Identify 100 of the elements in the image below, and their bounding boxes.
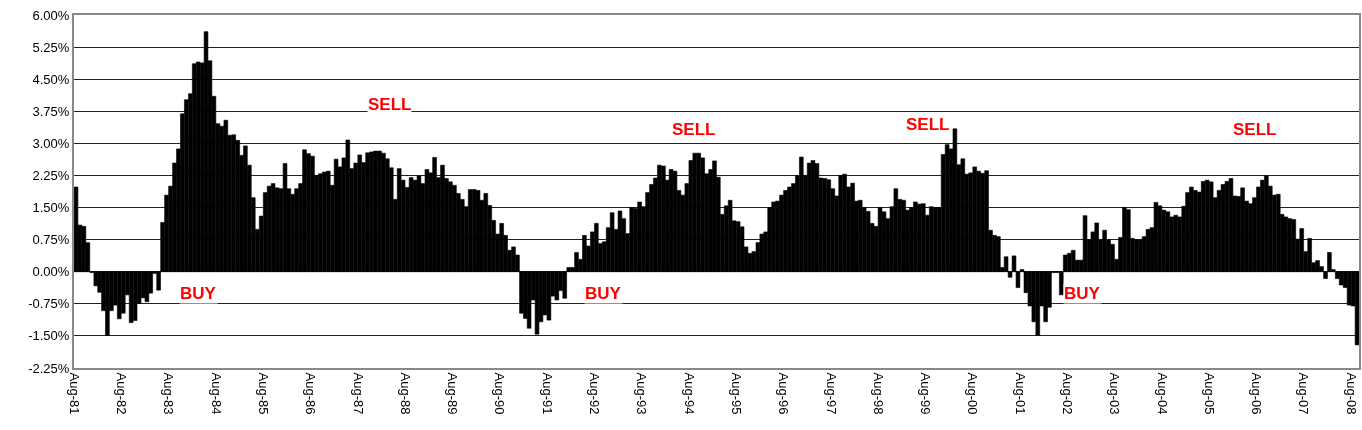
bar (980, 173, 985, 273)
bar (1220, 184, 1226, 273)
x-tick-label: Aug-06 (1249, 372, 1265, 415)
bar (783, 190, 788, 273)
bar (377, 150, 382, 273)
bar (727, 199, 733, 273)
annotation: SELL (1233, 120, 1277, 139)
bar (511, 246, 516, 273)
bar (203, 31, 209, 273)
bar (1173, 214, 1178, 273)
bar (1228, 178, 1234, 273)
x-tick-label: Aug-05 (1201, 372, 1217, 415)
bar (554, 271, 560, 301)
bar (1264, 175, 1269, 273)
bar (637, 201, 642, 273)
bar (81, 226, 87, 273)
bar (318, 173, 323, 273)
bar (132, 271, 138, 321)
x-tick-label: Aug-89 (445, 372, 461, 415)
annotation: BUY (1064, 284, 1101, 303)
bar (1276, 193, 1281, 273)
x-tick-label: Aug-98 (870, 372, 886, 415)
bar (117, 271, 122, 320)
bar (231, 134, 236, 273)
bar (594, 223, 599, 273)
annotation: SELL (906, 115, 950, 134)
y-tick-label: 3.75% (32, 103, 70, 119)
bar (499, 223, 504, 273)
bar (1240, 187, 1245, 273)
bar (302, 149, 307, 273)
x-tick-label: Aug-93 (634, 372, 650, 415)
bar (326, 170, 331, 273)
bar (1161, 209, 1167, 273)
y-tick-label: -0.75% (28, 296, 70, 312)
bar (416, 175, 422, 273)
bar (810, 160, 816, 273)
bar (696, 152, 701, 273)
bar (467, 189, 473, 273)
bar (274, 187, 280, 273)
bar (310, 155, 315, 273)
bar (1287, 218, 1293, 273)
bar (1165, 211, 1171, 273)
y-tick-label: 2.25% (32, 168, 70, 183)
bar (243, 145, 248, 273)
bar (657, 164, 662, 273)
x-tick-label: Aug-08 (1343, 372, 1359, 415)
bar (913, 201, 918, 273)
bar (771, 201, 776, 273)
y-tick-label: 3.00% (32, 135, 70, 151)
bar (1224, 181, 1230, 273)
bar (1315, 260, 1320, 273)
bar (1354, 271, 1359, 346)
bar (692, 152, 698, 273)
x-tick-label: Aug-03 (1107, 372, 1123, 415)
bar (617, 210, 623, 273)
bar (1082, 215, 1088, 273)
bar (144, 271, 150, 302)
bar (1067, 253, 1072, 273)
bar (192, 63, 197, 273)
bar (440, 164, 445, 273)
bar (735, 221, 741, 273)
bar (609, 212, 615, 273)
bar (759, 233, 765, 273)
bar (826, 179, 831, 273)
bar (976, 170, 981, 273)
y-tick-label: -1.50% (28, 328, 70, 344)
bar (877, 207, 883, 273)
x-tick-label: Aug-99 (918, 372, 934, 415)
bar (822, 178, 828, 273)
bar (1134, 239, 1139, 273)
x-tick-label: Aug-94 (681, 372, 697, 415)
bar (881, 211, 887, 273)
bar (1122, 207, 1127, 273)
bar (345, 139, 351, 273)
bar (306, 153, 311, 273)
bar (1070, 250, 1076, 273)
y-tick-label: 1.50% (32, 200, 70, 216)
bar (322, 171, 327, 273)
bar (534, 271, 540, 335)
bar (917, 203, 922, 273)
y-tick-label: 6.00% (32, 7, 70, 23)
bar (893, 188, 899, 273)
bar (1094, 222, 1099, 273)
bar (1138, 239, 1143, 273)
bar (787, 186, 792, 273)
bar (74, 186, 79, 273)
bar (1035, 271, 1040, 336)
bar (668, 169, 674, 273)
x-tick-label: Aug-88 (397, 372, 413, 415)
bar (1102, 229, 1107, 273)
x-tick-label: Aug-82 (114, 372, 130, 415)
bar (373, 150, 378, 273)
bar (526, 271, 532, 329)
bar (424, 169, 430, 273)
x-tick-label: Aug-85 (255, 372, 271, 415)
bar (282, 163, 288, 273)
bar (672, 170, 678, 273)
bar (929, 206, 934, 273)
x-tick-label: Aug-92 (587, 372, 603, 415)
bar (396, 168, 402, 273)
